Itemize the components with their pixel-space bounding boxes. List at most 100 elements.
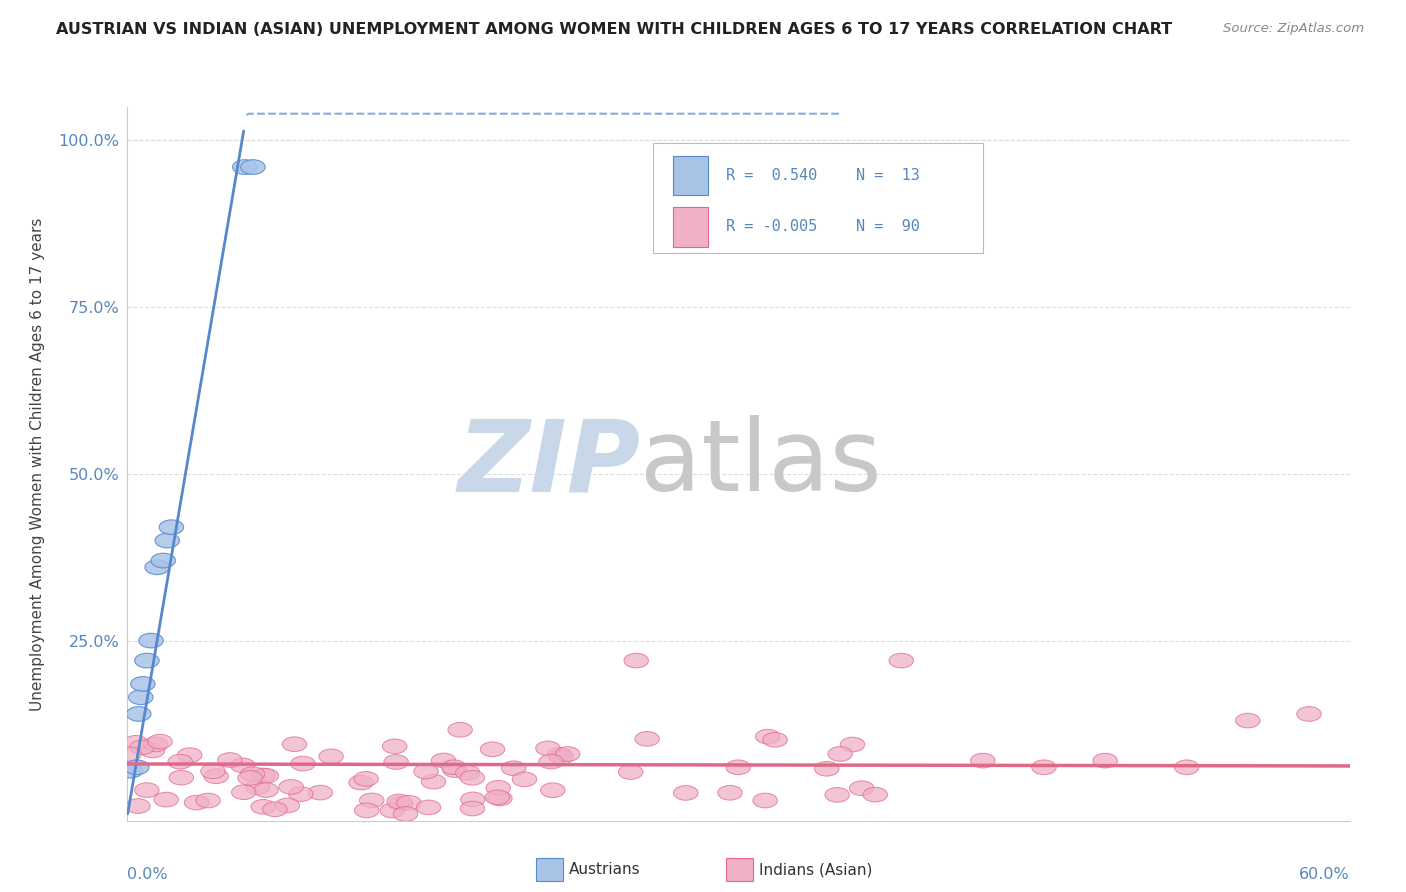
Ellipse shape bbox=[413, 764, 439, 779]
Ellipse shape bbox=[128, 690, 153, 705]
Ellipse shape bbox=[254, 783, 278, 797]
Ellipse shape bbox=[540, 783, 565, 797]
Ellipse shape bbox=[201, 764, 225, 779]
Ellipse shape bbox=[218, 753, 242, 767]
Ellipse shape bbox=[291, 756, 315, 771]
Ellipse shape bbox=[263, 802, 287, 817]
Ellipse shape bbox=[763, 732, 787, 747]
Ellipse shape bbox=[449, 723, 472, 737]
Ellipse shape bbox=[443, 763, 467, 778]
Ellipse shape bbox=[825, 788, 849, 802]
Ellipse shape bbox=[624, 653, 648, 668]
Ellipse shape bbox=[278, 780, 304, 794]
Text: N =  90: N = 90 bbox=[856, 219, 920, 235]
Ellipse shape bbox=[636, 731, 659, 747]
Ellipse shape bbox=[486, 780, 510, 795]
Ellipse shape bbox=[276, 798, 299, 813]
Ellipse shape bbox=[384, 755, 408, 770]
Ellipse shape bbox=[441, 760, 465, 774]
Ellipse shape bbox=[432, 753, 456, 768]
Ellipse shape bbox=[814, 762, 839, 776]
Ellipse shape bbox=[127, 706, 150, 722]
Text: atlas: atlas bbox=[640, 416, 882, 512]
Ellipse shape bbox=[125, 760, 149, 774]
Ellipse shape bbox=[117, 747, 141, 762]
Ellipse shape bbox=[250, 799, 276, 814]
Ellipse shape bbox=[245, 780, 270, 795]
Bar bbox=[536, 858, 564, 881]
Ellipse shape bbox=[502, 761, 526, 775]
Ellipse shape bbox=[349, 775, 373, 790]
Ellipse shape bbox=[204, 769, 228, 783]
Ellipse shape bbox=[1236, 714, 1260, 728]
Ellipse shape bbox=[231, 758, 254, 772]
Ellipse shape bbox=[382, 739, 406, 754]
Ellipse shape bbox=[360, 793, 384, 808]
Ellipse shape bbox=[129, 740, 155, 755]
Ellipse shape bbox=[481, 742, 505, 756]
Bar bbox=[673, 207, 707, 246]
Ellipse shape bbox=[380, 803, 405, 818]
Ellipse shape bbox=[619, 764, 643, 780]
Ellipse shape bbox=[124, 736, 148, 750]
Ellipse shape bbox=[717, 786, 742, 800]
Ellipse shape bbox=[135, 783, 159, 797]
Ellipse shape bbox=[387, 794, 412, 809]
Y-axis label: Unemployment Among Women with Children Ages 6 to 17 years: Unemployment Among Women with Children A… bbox=[30, 217, 45, 711]
Ellipse shape bbox=[139, 633, 163, 648]
Bar bbox=[725, 858, 752, 881]
Ellipse shape bbox=[250, 768, 276, 783]
FancyBboxPatch shape bbox=[652, 143, 983, 253]
Ellipse shape bbox=[184, 795, 208, 810]
Ellipse shape bbox=[254, 769, 278, 783]
Ellipse shape bbox=[232, 785, 256, 799]
Ellipse shape bbox=[841, 737, 865, 752]
Ellipse shape bbox=[394, 806, 418, 822]
Text: 0.0%: 0.0% bbox=[127, 867, 167, 882]
Ellipse shape bbox=[422, 774, 446, 789]
Ellipse shape bbox=[240, 160, 266, 175]
Ellipse shape bbox=[460, 801, 485, 816]
Text: AUSTRIAN VS INDIAN (ASIAN) UNEMPLOYMENT AMONG WOMEN WITH CHILDREN AGES 6 TO 17 Y: AUSTRIAN VS INDIAN (ASIAN) UNEMPLOYMENT … bbox=[56, 22, 1173, 37]
Ellipse shape bbox=[485, 790, 509, 805]
Ellipse shape bbox=[863, 788, 887, 802]
Ellipse shape bbox=[238, 771, 263, 785]
Text: Austrians: Austrians bbox=[569, 863, 641, 878]
Ellipse shape bbox=[755, 730, 780, 744]
Text: Indians (Asian): Indians (Asian) bbox=[759, 863, 872, 878]
Ellipse shape bbox=[673, 786, 697, 800]
Ellipse shape bbox=[1174, 760, 1199, 774]
Ellipse shape bbox=[456, 765, 479, 780]
Bar bbox=[673, 155, 707, 194]
Ellipse shape bbox=[416, 800, 440, 814]
Ellipse shape bbox=[148, 734, 172, 749]
Ellipse shape bbox=[970, 753, 995, 768]
Ellipse shape bbox=[725, 760, 751, 774]
Ellipse shape bbox=[155, 533, 180, 548]
Ellipse shape bbox=[388, 797, 413, 811]
Ellipse shape bbox=[169, 771, 194, 785]
Ellipse shape bbox=[1296, 706, 1322, 722]
Ellipse shape bbox=[550, 750, 574, 764]
Ellipse shape bbox=[232, 160, 257, 175]
Ellipse shape bbox=[754, 793, 778, 808]
Ellipse shape bbox=[159, 520, 184, 534]
Ellipse shape bbox=[488, 791, 512, 805]
Ellipse shape bbox=[145, 560, 169, 574]
Ellipse shape bbox=[354, 803, 378, 818]
Ellipse shape bbox=[828, 747, 852, 761]
Ellipse shape bbox=[131, 677, 155, 691]
Ellipse shape bbox=[118, 764, 143, 778]
Ellipse shape bbox=[889, 653, 914, 668]
Ellipse shape bbox=[167, 755, 193, 769]
Ellipse shape bbox=[135, 653, 159, 668]
Text: 60.0%: 60.0% bbox=[1299, 867, 1350, 882]
Ellipse shape bbox=[396, 796, 422, 810]
Ellipse shape bbox=[512, 772, 537, 787]
Ellipse shape bbox=[460, 771, 485, 785]
Ellipse shape bbox=[240, 767, 264, 781]
Ellipse shape bbox=[1032, 760, 1056, 774]
Ellipse shape bbox=[547, 747, 572, 762]
Text: ZIP: ZIP bbox=[457, 416, 640, 512]
Ellipse shape bbox=[536, 741, 560, 756]
